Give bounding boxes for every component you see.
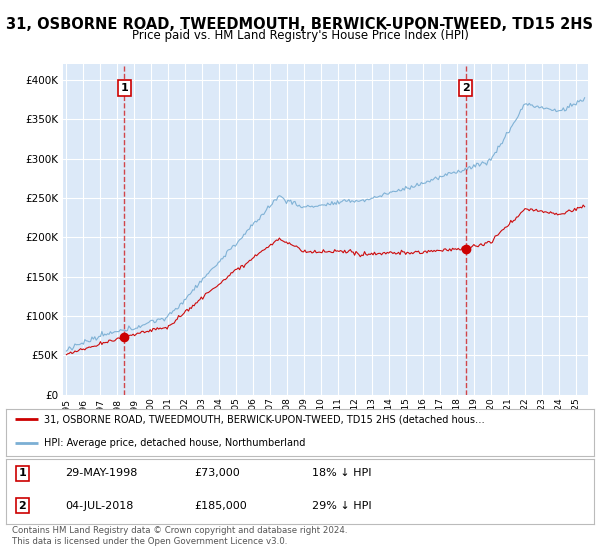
Text: 04-JUL-2018: 04-JUL-2018 xyxy=(65,501,133,511)
Text: 18% ↓ HPI: 18% ↓ HPI xyxy=(312,468,371,478)
Text: 2: 2 xyxy=(462,83,470,93)
Text: 31, OSBORNE ROAD, TWEEDMOUTH, BERWICK-UPON-TWEED, TD15 2HS: 31, OSBORNE ROAD, TWEEDMOUTH, BERWICK-UP… xyxy=(7,17,593,32)
Text: Price paid vs. HM Land Registry's House Price Index (HPI): Price paid vs. HM Land Registry's House … xyxy=(131,29,469,42)
Text: £73,000: £73,000 xyxy=(194,468,240,478)
Text: 1: 1 xyxy=(19,468,26,478)
Text: £185,000: £185,000 xyxy=(194,501,247,511)
Text: 29% ↓ HPI: 29% ↓ HPI xyxy=(312,501,371,511)
Text: HPI: Average price, detached house, Northumberland: HPI: Average price, detached house, Nort… xyxy=(44,438,305,448)
Text: 29-MAY-1998: 29-MAY-1998 xyxy=(65,468,137,478)
Text: 2: 2 xyxy=(19,501,26,511)
Text: 31, OSBORNE ROAD, TWEEDMOUTH, BERWICK-UPON-TWEED, TD15 2HS (detached hous…: 31, OSBORNE ROAD, TWEEDMOUTH, BERWICK-UP… xyxy=(44,414,485,424)
Text: Contains HM Land Registry data © Crown copyright and database right 2024.
This d: Contains HM Land Registry data © Crown c… xyxy=(12,526,347,546)
Text: 1: 1 xyxy=(120,83,128,93)
